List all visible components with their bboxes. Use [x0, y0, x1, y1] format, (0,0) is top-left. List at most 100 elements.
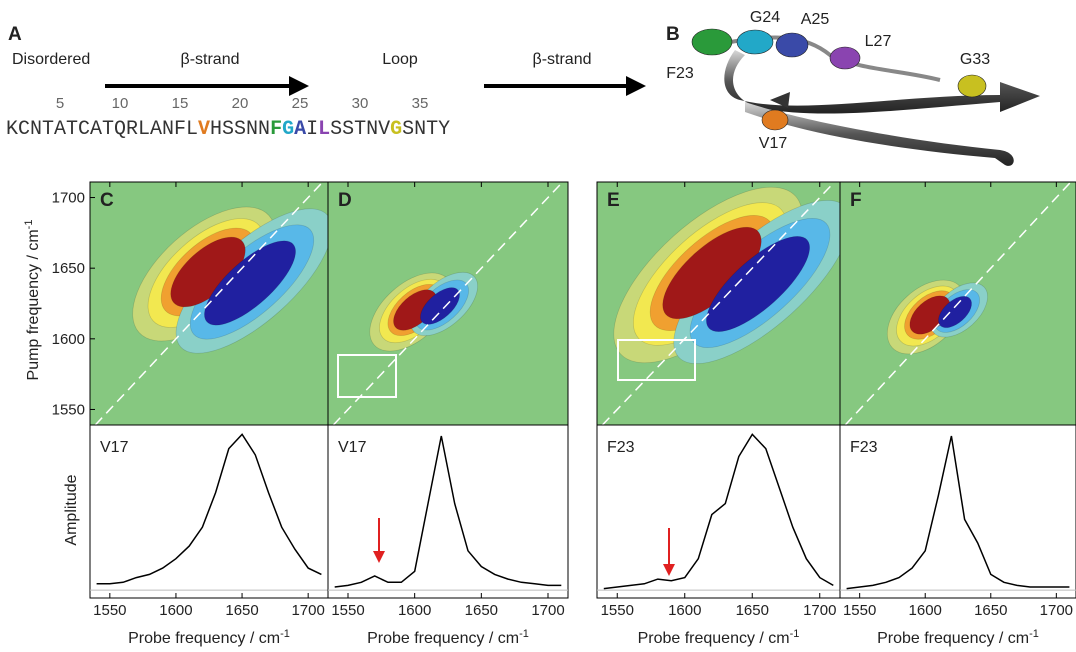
- diagonal: [601, 182, 836, 425]
- contour-negative: [420, 287, 460, 325]
- residue-sphere: [775, 32, 809, 58]
- sequence-part: V: [198, 118, 210, 141]
- sequence-part: A: [294, 118, 306, 141]
- x-tick-label: 1550: [601, 602, 634, 619]
- x-tick-label: 1650: [736, 602, 769, 619]
- x-axis-label: Probe frequency / cm-1: [367, 628, 529, 647]
- segment-label: Disordered: [12, 51, 90, 68]
- sequence-part: SSTNV: [330, 118, 390, 141]
- residue-label: A25: [801, 11, 830, 28]
- residue-sphere: [736, 29, 774, 55]
- residue-label: G33: [960, 51, 990, 68]
- panel-label: A: [8, 24, 22, 45]
- diagonal: [844, 182, 1072, 425]
- map-frame: [839, 181, 1076, 426]
- residue-number: 30: [352, 95, 369, 112]
- x-axis-label: Probe frequency / cm-1: [877, 628, 1039, 647]
- sequence-part: G: [390, 118, 402, 141]
- y-tick-label: 1550: [52, 401, 85, 418]
- residue-numbers: 5 10 15 20 25 30 35: [56, 95, 429, 112]
- spectrum-line: [334, 435, 562, 588]
- residue-number: 15: [172, 95, 189, 112]
- beta-strand: [724, 50, 1040, 114]
- x-tick-label: 1600: [159, 602, 192, 619]
- sequence-part: G: [282, 118, 294, 141]
- contours: [94, 182, 328, 425]
- x-tick-label: 1600: [668, 602, 701, 619]
- y-axis-label: Pump frequency / cm-1: [23, 220, 42, 381]
- sequence-part: F: [270, 118, 282, 141]
- y-axis-label-text: Pump frequency / cm: [25, 229, 42, 380]
- highlight-box: [337, 354, 397, 398]
- residue-number: 25: [292, 95, 309, 112]
- x-tick-label: 1550: [843, 602, 876, 619]
- residue-number: 5: [56, 95, 64, 112]
- sequence: KCNTATCATQRLANFLVHSSNNFGAILSSTNVGSNTY: [6, 118, 450, 141]
- residue-sphere: [691, 28, 733, 56]
- panel-label: F: [850, 190, 862, 211]
- residue-label: G24: [750, 9, 780, 26]
- spectrum-line: [603, 433, 834, 590]
- residue-label: F23: [850, 439, 878, 456]
- residue-label: V17: [338, 439, 367, 456]
- residue-number: 35: [412, 95, 429, 112]
- y-axis-label-exp: -1: [23, 220, 35, 230]
- contours: [601, 182, 840, 425]
- x-axis-label-exp: -1: [790, 628, 800, 640]
- x-axis-label-text: Probe frequency / cm: [367, 630, 519, 647]
- y-tick-label: 1650: [52, 260, 85, 277]
- diagonal: [332, 182, 564, 425]
- residue-label: L27: [865, 33, 892, 50]
- segment-label: Loop: [382, 51, 418, 68]
- y-tick-label: 1700: [52, 190, 85, 207]
- x-tick-label: 1650: [225, 602, 258, 619]
- contours: [332, 182, 564, 425]
- contours: [844, 182, 1072, 425]
- highlight-box: [617, 339, 696, 381]
- contour-negative: [204, 240, 296, 326]
- sequence-part: SNTY: [402, 118, 450, 141]
- map-frame: [327, 181, 569, 426]
- x-tick-label: 1650: [974, 602, 1007, 619]
- x-axis-label: Probe frequency / cm-1: [638, 628, 800, 647]
- residue-label: V17: [759, 135, 788, 152]
- segment-label: β-strand: [533, 51, 592, 68]
- residue-label: V17: [100, 439, 129, 456]
- residue-number: 20: [232, 95, 249, 112]
- diagonal: [94, 182, 324, 425]
- x-axis-label-text: Probe frequency / cm: [128, 630, 280, 647]
- x-tick-label: 1550: [331, 602, 364, 619]
- panel-label: B: [666, 24, 680, 45]
- arrow-head: [770, 92, 790, 108]
- x-axis-label-text: Probe frequency / cm: [877, 630, 1029, 647]
- x-axis-label-exp: -1: [280, 628, 290, 640]
- sequence-part: L: [318, 118, 330, 141]
- sequence-part: HSSNN: [210, 118, 270, 141]
- panel-label: E: [607, 190, 620, 211]
- contour-negative: [938, 295, 972, 329]
- contour-negative: [706, 236, 810, 332]
- residue-sphere: [957, 74, 987, 98]
- x-axis-label: Probe frequency / cm-1: [128, 628, 290, 647]
- x-tick-label: 1700: [1040, 602, 1073, 619]
- x-tick-label: 1600: [398, 602, 431, 619]
- residue-label: F23: [607, 439, 635, 456]
- residue-sphere: [761, 109, 789, 131]
- sequence-part: KCNTATCATQRLANFL: [6, 118, 198, 141]
- x-axis-label-exp: -1: [1029, 628, 1039, 640]
- residue-sphere: [829, 46, 861, 70]
- x-tick-label: 1650: [465, 602, 498, 619]
- sequence-part: I: [306, 118, 318, 141]
- spectrum-line: [96, 433, 322, 585]
- x-tick-label: 1700: [291, 602, 324, 619]
- panel-label: C: [100, 190, 114, 211]
- residue-number: 10: [112, 95, 129, 112]
- beta-strand: [745, 102, 1014, 166]
- residue-label: F23: [666, 65, 694, 82]
- segment-label: β-strand: [181, 51, 240, 68]
- panel-label: D: [338, 190, 352, 211]
- x-tick-label: 1700: [803, 602, 836, 619]
- residue-spheres: F23 G24 A25 L27 G33 V17: [666, 9, 990, 152]
